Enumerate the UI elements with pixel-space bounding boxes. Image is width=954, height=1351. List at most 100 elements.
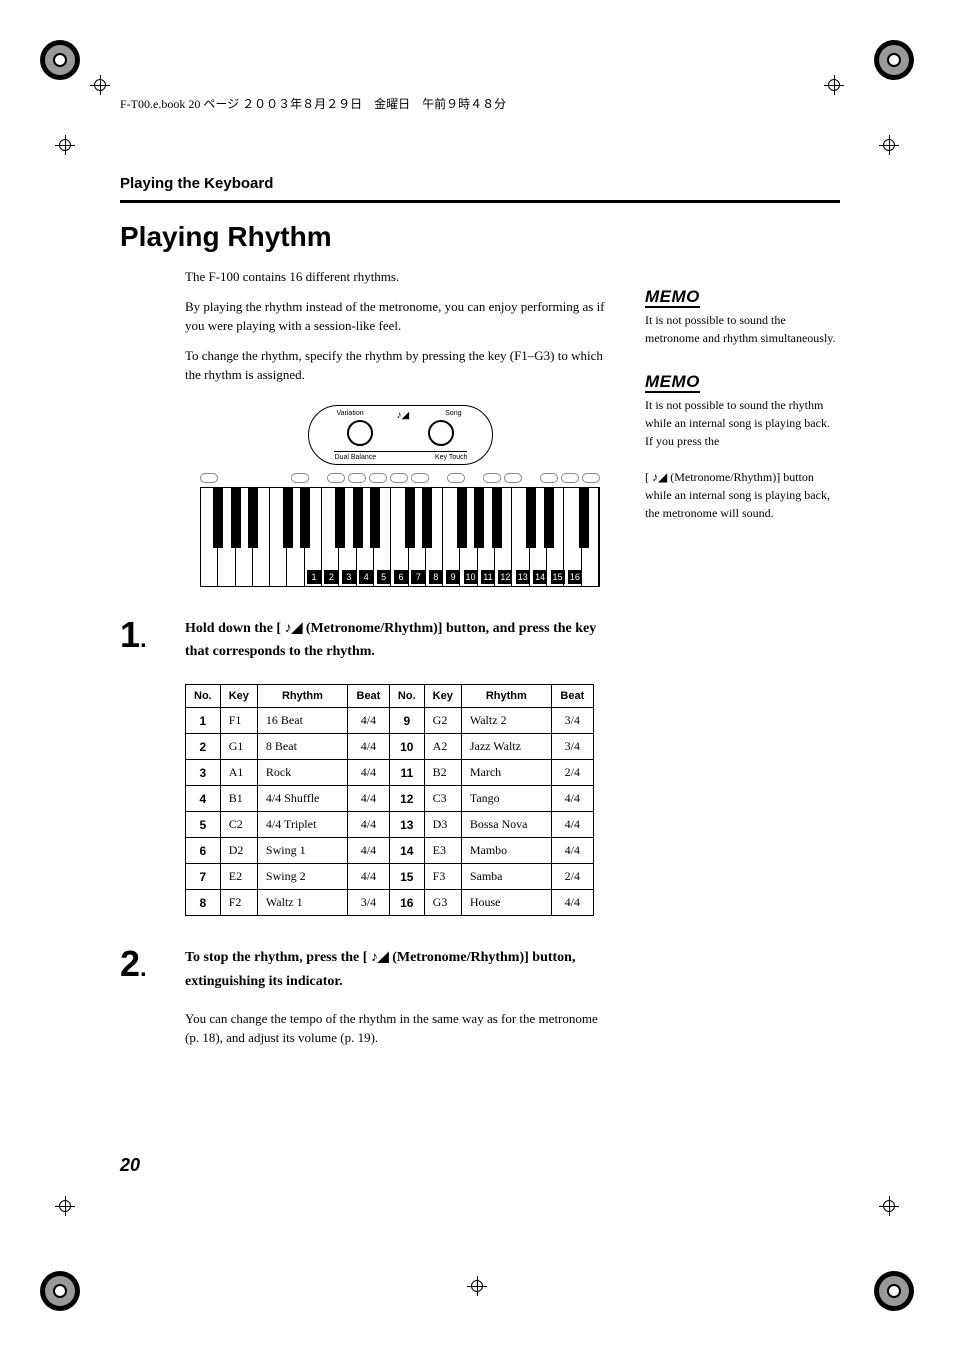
table-header: Rhythm [461,685,551,708]
table-cell: 4/4 [551,838,593,864]
key-number-badge: 10 [464,570,478,584]
table-cell: 3/4 [551,734,593,760]
table-cell: 4/4 [347,760,389,786]
black-key [474,488,484,548]
table-cell: B1 [220,786,257,812]
table-cell: D2 [220,838,257,864]
key-number-badge: 13 [516,570,530,584]
black-key [492,488,502,548]
key-number-badge: 15 [551,570,565,584]
table-cell: B2 [424,760,461,786]
table-row: 3A1Rock4/411B2March2/4 [186,760,594,786]
key-number-badge: 3 [342,570,356,584]
table-cell: 4/4 [347,838,389,864]
table-cell: 4/4 [347,734,389,760]
table-cell: 16 [389,890,424,916]
table-row: 8F2Waltz 13/416G3House4/4 [186,890,594,916]
black-key [457,488,467,548]
key-number-badge: 4 [359,570,373,584]
registration-mark [467,1276,487,1296]
table-cell: Jazz Waltz [461,734,551,760]
black-key [248,488,258,548]
table-row: 7E2Swing 24/415F3Samba2/4 [186,864,594,890]
table-cell: E3 [424,838,461,864]
section-header: Playing the Keyboard [120,175,840,192]
panel-label-variation: Variation [337,410,364,417]
black-key [283,488,293,548]
intro-paragraph-1: The F-100 contains 16 different rhythms. [185,267,615,287]
table-cell: 12 [389,786,424,812]
black-key [544,488,554,548]
crop-mark-tl [40,40,80,80]
keyboard-diagram: 12345678910111213141516 [200,487,600,587]
metronome-icon: ♪◢ [285,621,303,636]
table-cell: 13 [389,812,424,838]
table-cell: F2 [220,890,257,916]
step-1: 1. Hold down the [ ♪◢ (Metronome/Rhythm)… [120,617,615,665]
table-cell: Bossa Nova [461,812,551,838]
table-header: Rhythm [257,685,347,708]
table-cell: 8 Beat [257,734,347,760]
table-cell: E2 [220,864,257,890]
table-cell: Tango [461,786,551,812]
key-number-badge: 9 [446,570,460,584]
registration-mark [90,75,110,95]
table-cell: 8 [186,890,221,916]
table-cell: F3 [424,864,461,890]
table-cell: 5 [186,812,221,838]
key-number-badge: 16 [568,570,582,584]
key-number-badge: 12 [498,570,512,584]
registration-mark [879,135,899,155]
crop-mark-br [874,1271,914,1311]
memo-icon: MEMO [645,287,700,307]
table-header: Key [424,685,461,708]
step-2-text: To stop the rhythm, press the [ ♪◢ (Metr… [185,946,615,994]
table-cell: F1 [220,708,257,734]
black-key [370,488,380,548]
table-cell: 10 [389,734,424,760]
section-rule [120,200,840,203]
intro-paragraph-3: To change the rhythm, specify the rhythm… [185,346,615,385]
table-cell: Waltz 1 [257,890,347,916]
table-row: 6D2Swing 14/414E3Mambo4/4 [186,838,594,864]
registration-mark [879,1196,899,1216]
black-key [405,488,415,548]
black-key [526,488,536,548]
key-number-badge: 2 [324,570,338,584]
intro-paragraph-2: By playing the rhythm instead of the met… [185,297,615,336]
table-cell: 3/4 [551,708,593,734]
key-number-badge: 5 [377,570,391,584]
table-cell: 7 [186,864,221,890]
key-number-badge: 7 [411,570,425,584]
table-cell: 4 [186,786,221,812]
table-cell: C3 [424,786,461,812]
table-cell: C2 [220,812,257,838]
black-key [422,488,432,548]
step-2: 2. To stop the rhythm, press the [ ♪◢ (M… [120,946,615,994]
key-number-badge: 1 [307,570,321,584]
memo-1-text: It is not possible to sound the metronom… [645,311,840,347]
table-cell: 4/4 [347,812,389,838]
table-cell: Swing 2 [257,864,347,890]
main-column: The F-100 contains 16 different rhythms.… [120,267,615,1048]
table-row: 4B14/4 Shuffle4/412C3Tango4/4 [186,786,594,812]
step-2-subtext: You can change the tempo of the rhythm i… [185,1009,615,1048]
table-cell: Mambo [461,838,551,864]
crop-mark-tr [874,40,914,80]
table-cell: 4/4 [347,708,389,734]
sidebar-column: MEMO It is not possible to sound the met… [645,267,840,1048]
key-number-badge: 11 [481,570,495,584]
table-cell: 11 [389,760,424,786]
panel-label-song: Song [445,410,461,417]
table-header: Beat [551,685,593,708]
step-2-number: 2 [120,943,140,984]
step-1-number: 1 [120,614,140,655]
black-key [353,488,363,548]
table-cell: G1 [220,734,257,760]
black-key [231,488,241,548]
table-cell: A1 [220,760,257,786]
table-header: No. [186,685,221,708]
page-number: 20 [120,1155,140,1176]
button-row [200,473,600,483]
table-cell: 9 [389,708,424,734]
